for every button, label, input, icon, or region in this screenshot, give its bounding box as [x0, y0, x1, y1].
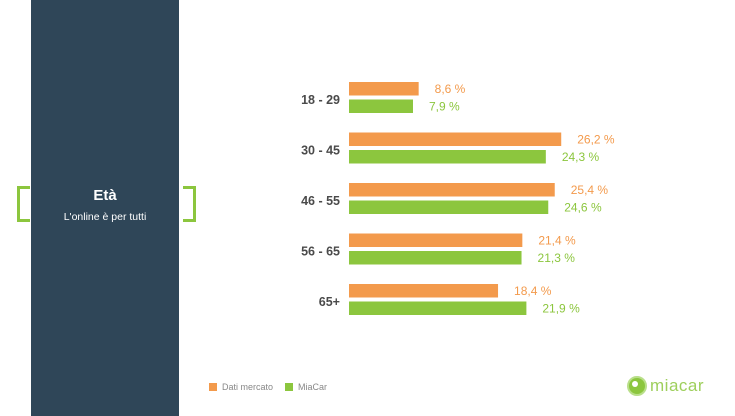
category-label: 65+	[319, 295, 340, 309]
value-label: 24,6 %	[564, 201, 602, 215]
legend-label-dati-mercato: Dati mercato	[222, 382, 274, 392]
bar-dati-mercato	[349, 183, 555, 197]
value-label: 25,4 %	[571, 183, 609, 197]
value-label: 21,4 %	[538, 234, 576, 248]
legend-item-miacar: MiaCar	[285, 382, 327, 392]
logo-icon	[627, 376, 647, 396]
bar-dati-mercato	[349, 82, 419, 96]
value-label: 26,2 %	[577, 133, 615, 147]
legend-swatch-orange	[209, 383, 217, 391]
bar-dati-mercato	[349, 132, 562, 146]
value-label: 8,6 %	[435, 82, 466, 96]
right-bracket-decoration	[183, 186, 196, 222]
bar-dati-mercato	[349, 233, 523, 247]
logo-text: miacar	[650, 376, 705, 395]
value-label: 21,9 %	[542, 302, 580, 316]
legend-swatch-green	[285, 383, 294, 391]
panel-subtitle: L'online è per tutti	[63, 211, 147, 223]
legend-label-miacar: MiaCar	[298, 382, 328, 392]
bar-miacar	[349, 301, 527, 315]
miacar-logo: miacar	[627, 376, 704, 396]
value-label: 18,4 %	[514, 284, 552, 298]
left-bracket-decoration	[17, 186, 30, 222]
value-label: 24,3 %	[562, 150, 600, 164]
value-label: 7,9 %	[429, 100, 460, 114]
bar-miacar	[349, 200, 549, 214]
bar-dati-mercato	[349, 284, 499, 298]
bar-miacar	[349, 150, 546, 164]
value-label: 21,3 %	[538, 251, 576, 265]
category-label: 18 - 29	[301, 93, 340, 107]
side-panel	[31, 0, 179, 416]
legend-item-dati-mercato: Dati mercato	[209, 382, 273, 392]
category-label: 46 - 55	[301, 194, 340, 208]
bar-miacar	[349, 251, 522, 265]
chart-legend: Dati mercato MiaCar	[209, 382, 327, 392]
category-label: 56 - 65	[301, 245, 340, 259]
panel-title: Età	[93, 187, 117, 204]
bar-miacar	[349, 99, 413, 113]
category-label: 30 - 45	[301, 144, 340, 158]
